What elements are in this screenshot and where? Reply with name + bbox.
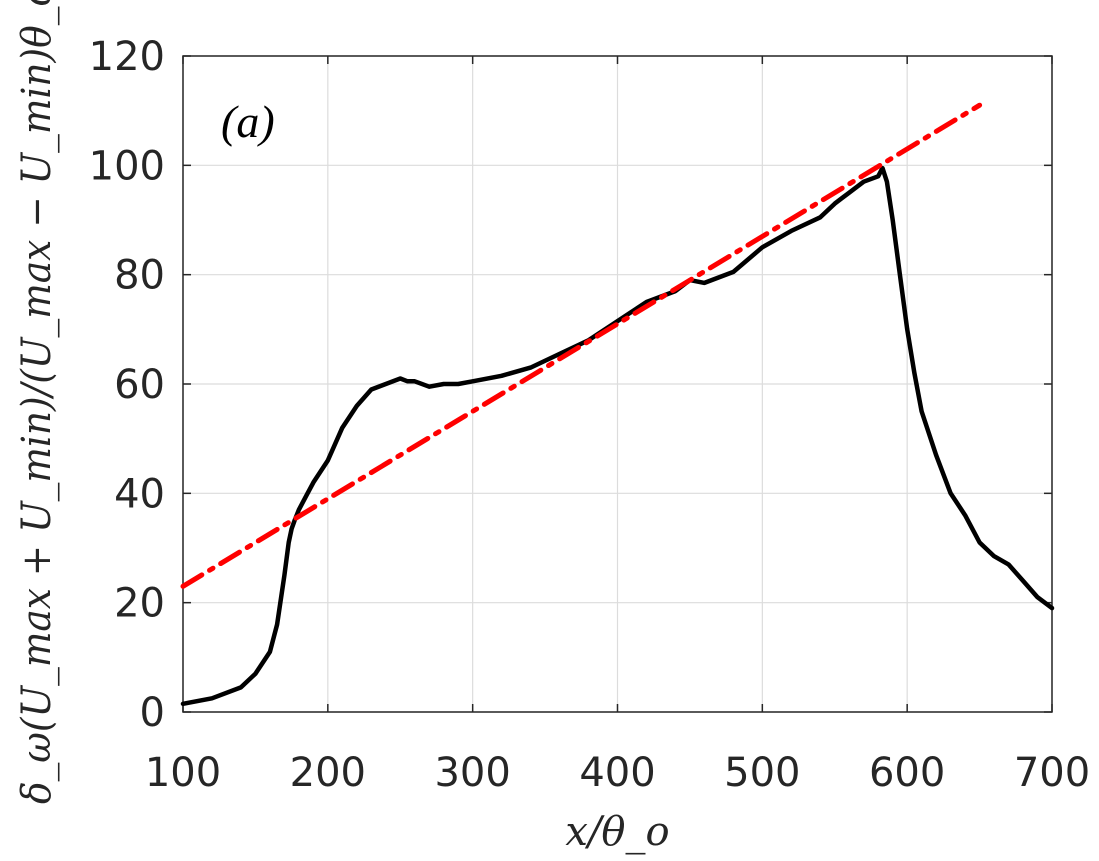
y-axis-label: δ_ω(U_max + U_min)/(U_max − U_min)θ_o bbox=[14, 0, 60, 804]
y-tick-label: 120 bbox=[89, 34, 165, 80]
x-tick-label: 300 bbox=[434, 750, 510, 796]
axis-ticks bbox=[182, 55, 1053, 713]
y-tick-label: 0 bbox=[140, 690, 165, 736]
x-tick-label: 700 bbox=[1014, 750, 1090, 796]
grid bbox=[182, 55, 1053, 713]
x-tick-label: 600 bbox=[869, 750, 945, 796]
x-tick-label: 200 bbox=[290, 750, 366, 796]
y-tick-labels: 0 20 40 60 80 100 120 bbox=[89, 34, 165, 736]
y-tick-label: 40 bbox=[114, 471, 165, 517]
y-tick-label: 100 bbox=[89, 143, 165, 189]
data-line-series bbox=[180, 165, 1055, 707]
x-tick-label: 400 bbox=[579, 750, 655, 796]
x-tick-label: 100 bbox=[145, 750, 221, 796]
x-axis-label: x/θ_o bbox=[565, 809, 669, 855]
y-tick-label: 80 bbox=[114, 253, 165, 299]
y-tick-label: 60 bbox=[114, 362, 165, 408]
panel-label: (a) bbox=[221, 96, 275, 147]
x-tick-label: 500 bbox=[724, 750, 800, 796]
x-tick-labels: 100 200 300 400 500 600 700 bbox=[145, 750, 1090, 796]
fit-line-series bbox=[180, 102, 983, 589]
series-layer bbox=[180, 102, 1055, 707]
y-tick-label: 20 bbox=[114, 581, 165, 627]
